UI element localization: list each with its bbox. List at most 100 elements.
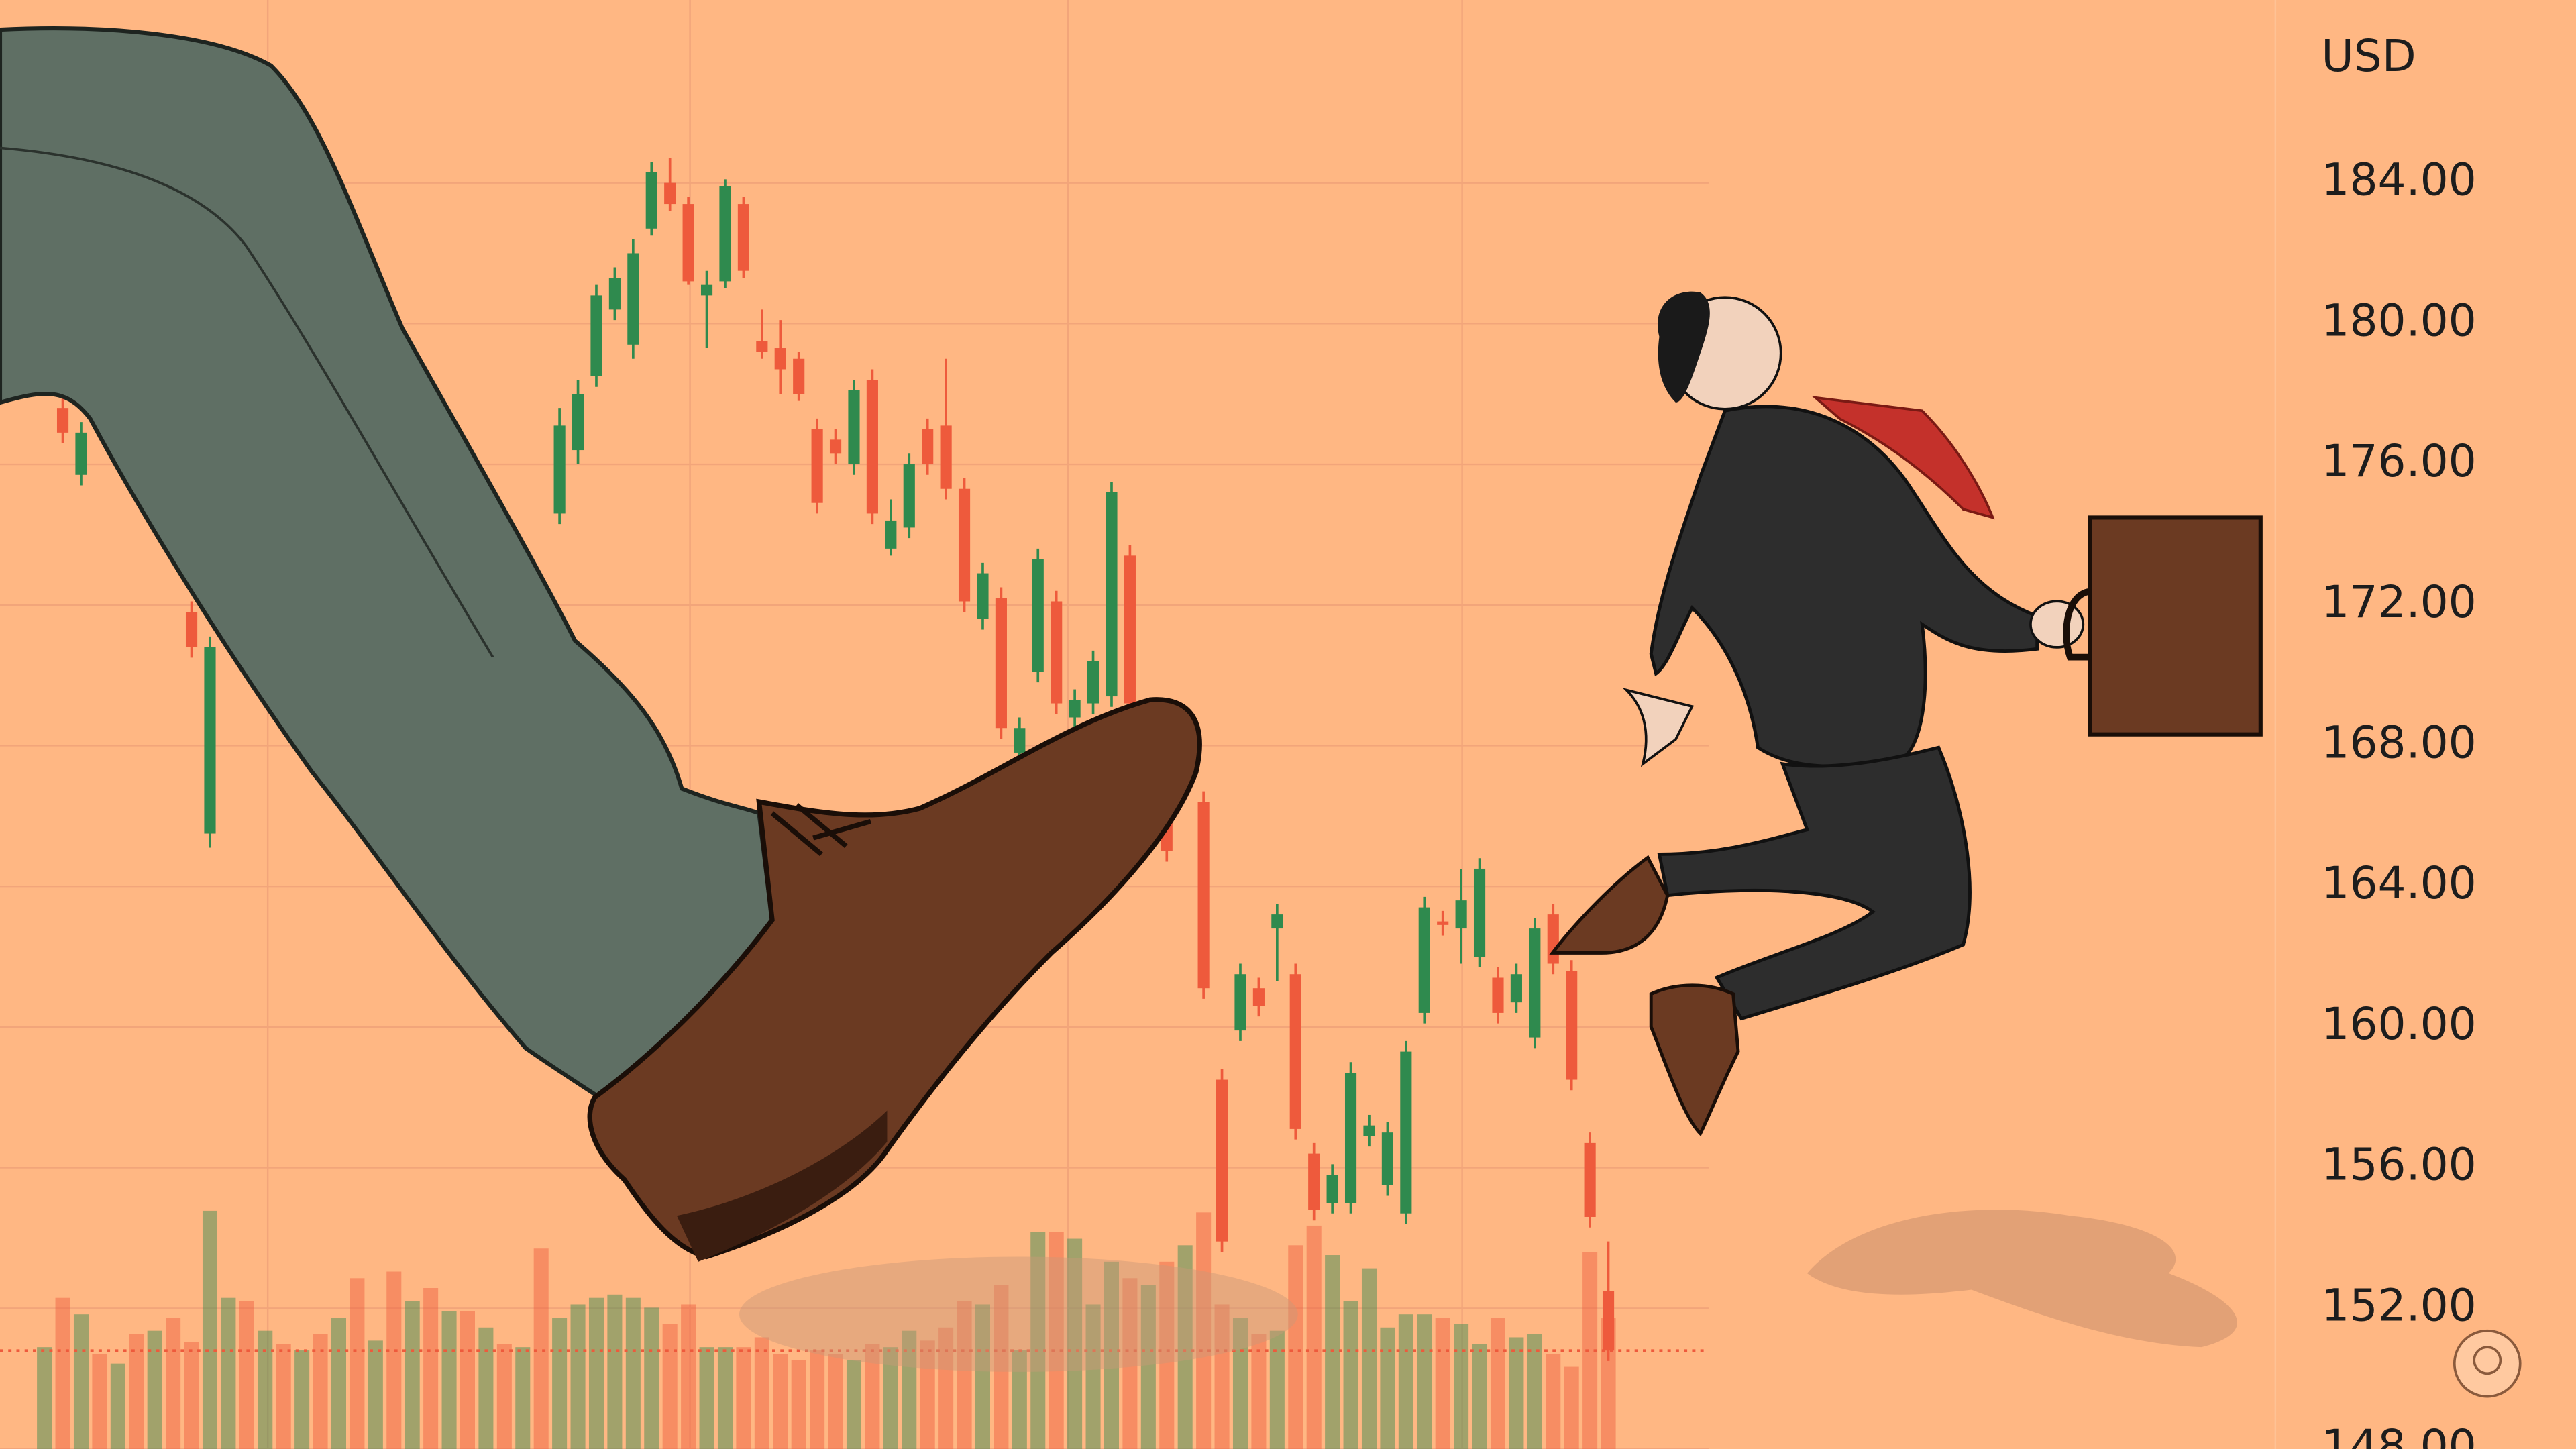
volume-bar	[55, 1297, 70, 1449]
candle-body	[1547, 914, 1559, 964]
candle-body	[1197, 802, 1210, 989]
candle-body	[885, 520, 897, 549]
volume-bar	[515, 1347, 531, 1449]
volume-bar	[478, 1327, 494, 1449]
y-tick-label: 168.00	[2321, 717, 2476, 769]
volume-bar	[1067, 1238, 1083, 1449]
logo-icon	[2453, 1329, 2522, 1398]
volume-bar	[1343, 1301, 1358, 1449]
volume-bar	[73, 1314, 89, 1449]
candle-body	[1510, 974, 1522, 1003]
y-tick-label: 152.00	[2321, 1279, 2476, 1331]
volume-bar	[331, 1318, 346, 1449]
volume-bar	[1398, 1314, 1413, 1449]
shoe-laces	[770, 803, 871, 857]
volume-bar	[166, 1318, 181, 1449]
candle-body	[1602, 1291, 1615, 1351]
volume-bar	[386, 1271, 402, 1449]
candle-body	[737, 204, 749, 271]
volume-bar	[368, 1340, 383, 1449]
volume-bar	[1472, 1344, 1487, 1449]
candle-body	[1271, 914, 1283, 929]
shoe	[587, 697, 1202, 1260]
volume-bar	[1582, 1252, 1598, 1449]
volume-bar	[828, 1353, 843, 1449]
candle-body	[1252, 988, 1265, 1006]
candle-body	[572, 394, 584, 451]
volume-bar	[717, 1347, 733, 1449]
volume-bar	[994, 1285, 1009, 1449]
volume-bar	[1122, 1278, 1138, 1449]
candle-body	[1584, 1142, 1596, 1217]
candle-body	[1106, 492, 1118, 697]
volume-bar	[1049, 1232, 1064, 1449]
candle-body	[756, 341, 768, 352]
volume-bar	[902, 1330, 917, 1449]
volume-bar	[1509, 1337, 1524, 1449]
candle-body	[664, 182, 676, 205]
shoe-shadow	[739, 1256, 1298, 1372]
volume-bar	[221, 1297, 236, 1449]
man-shoe-left	[1549, 855, 1670, 955]
candle-body	[811, 429, 823, 503]
volume-bar	[1085, 1304, 1101, 1449]
volume-bar	[1214, 1304, 1230, 1449]
volume-bar	[129, 1334, 144, 1449]
logo-icon-face	[2473, 1346, 2502, 1375]
volume-bar	[938, 1327, 954, 1449]
candle-body	[608, 278, 621, 310]
candle-body	[1032, 559, 1044, 672]
volume-bar	[1159, 1261, 1175, 1449]
candle-body	[958, 488, 971, 602]
candle-body	[1014, 728, 1026, 753]
candle-body	[1344, 1073, 1357, 1203]
volume-bar	[1140, 1285, 1156, 1449]
volume-bar	[1490, 1318, 1505, 1449]
y-axis-unit: USD	[2321, 30, 2416, 82]
y-tick-label: 180.00	[2321, 294, 2476, 346]
volume-bars	[37, 1210, 1616, 1449]
hair	[1658, 291, 1710, 402]
volume-bar	[405, 1301, 420, 1449]
candle-body	[774, 348, 786, 370]
volume-bar	[294, 1350, 310, 1449]
volume-bar	[644, 1307, 659, 1449]
y-axis: USD 184.00 180.00 176.00 172.00 168.00 164.00…	[2321, 30, 2476, 1449]
candle-body	[940, 425, 952, 489]
volume-bar	[920, 1340, 935, 1449]
candle-body	[204, 647, 216, 834]
candle-body	[793, 358, 805, 394]
candle-body	[700, 284, 713, 296]
volume-bar	[1435, 1318, 1450, 1449]
candle-body	[903, 464, 915, 528]
candle-body	[1492, 977, 1504, 1013]
volume-bar	[92, 1353, 107, 1449]
volume-bar	[957, 1301, 972, 1449]
candle-body	[829, 439, 842, 454]
candle-body	[1529, 928, 1541, 1038]
volume-bar	[975, 1304, 990, 1449]
candle-body	[75, 432, 87, 475]
suit-jacket	[1649, 405, 2039, 768]
candle-body	[977, 573, 989, 619]
man-shoe-right	[1649, 983, 1740, 1136]
candle-body	[185, 612, 198, 647]
shadow	[1807, 1210, 2238, 1348]
volume-bar	[37, 1347, 52, 1449]
volume-bar	[552, 1318, 568, 1449]
volume-bar	[883, 1347, 898, 1449]
volume-bar	[1527, 1334, 1542, 1449]
volume-bar	[239, 1301, 254, 1449]
y-tick-label: 148.00	[2321, 1420, 2476, 1449]
candle-body	[1069, 700, 1081, 718]
candle-body	[1234, 974, 1246, 1031]
candle-body	[1289, 974, 1301, 1129]
volume-bar	[865, 1344, 880, 1449]
candle-body	[682, 204, 694, 282]
hand-right	[2029, 600, 2085, 649]
candle-body	[1455, 900, 1467, 929]
volume-bar	[1288, 1245, 1303, 1449]
candle-body	[1437, 921, 1449, 925]
volume-bar	[313, 1334, 328, 1449]
candle-body	[1216, 1079, 1228, 1242]
